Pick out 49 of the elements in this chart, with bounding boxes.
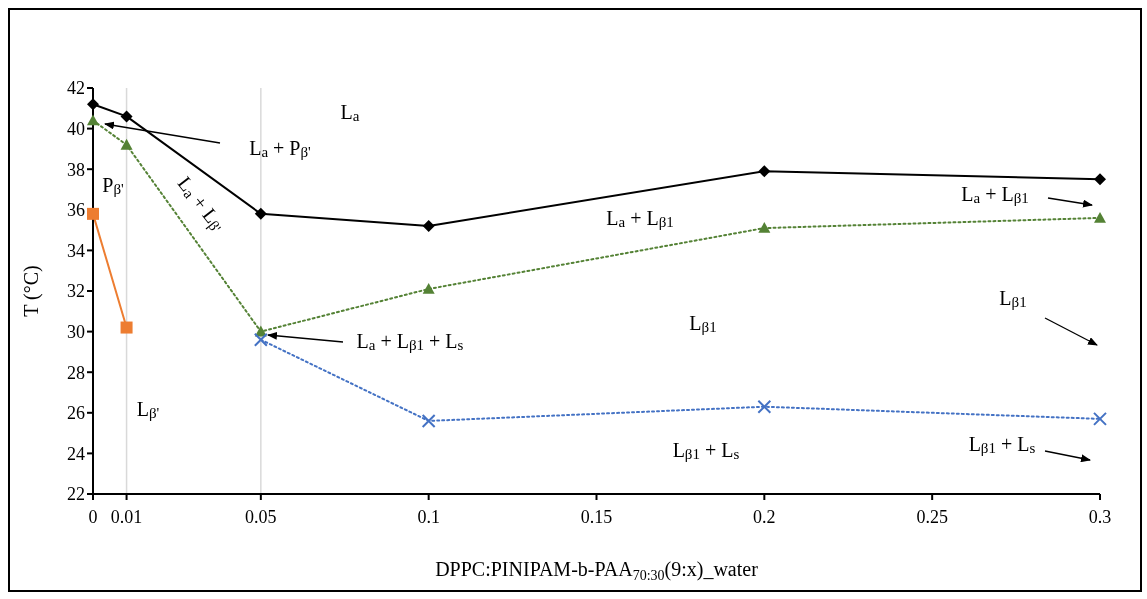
y-tick-label: 38 — [67, 159, 85, 180]
y-tick-label: 34 — [67, 240, 85, 261]
annotation: L$_{β1}$ — [689, 311, 717, 336]
annotation: L$_{β1}$ + L$_{s}$ — [968, 432, 1036, 457]
x-tick-label: 0.15 — [580, 506, 613, 527]
annotation: L$_{β'}$ — [136, 397, 160, 422]
annotation: L$_{a}$ + P$_{β'}$ — [249, 136, 312, 161]
annotation: L$_{a}$ + L$_{β1}$ — [606, 206, 674, 231]
x-tick-label: 0.05 — [245, 506, 277, 527]
point — [120, 321, 133, 334]
x-tick-label: 0 — [88, 506, 98, 527]
point — [758, 165, 771, 178]
x-tick-label: 0.1 — [417, 506, 440, 527]
y-tick-label: 40 — [67, 118, 85, 139]
y-axis-title: T (°C) — [20, 265, 44, 317]
y-tick-label: 36 — [67, 200, 85, 221]
point — [87, 98, 99, 111]
y-tick-label: 24 — [67, 443, 85, 464]
annotation: L$_{a}$ — [340, 100, 360, 125]
y-tick-label: 22 — [67, 484, 85, 505]
point — [1093, 411, 1107, 426]
annotation: L$_{β1}$ + L$_{s}$ — [672, 438, 740, 463]
point — [253, 332, 268, 347]
point — [422, 220, 435, 233]
point — [87, 114, 99, 126]
point — [421, 413, 436, 428]
y-tick-label: 32 — [67, 281, 85, 302]
point — [758, 222, 771, 233]
x-tick-label: 0.2 — [753, 506, 776, 527]
point — [422, 282, 435, 294]
annotation: P$_{β'}$ — [102, 173, 125, 198]
x-tick-label: 0.25 — [916, 506, 948, 527]
y-tick-label: 28 — [67, 362, 85, 383]
point — [254, 207, 267, 220]
y-tick-label: 42 — [67, 78, 85, 99]
point — [87, 207, 99, 220]
annotation: L$_{a}$ + L$_{β1}$ — [961, 182, 1029, 207]
point — [120, 138, 133, 150]
point — [1094, 173, 1106, 186]
x-tick-label: 0.01 — [110, 506, 143, 527]
x-tick-label: 0.3 — [1088, 506, 1112, 527]
point — [120, 110, 133, 123]
point — [757, 399, 772, 414]
x-axis-title: DPPC:PINIPAM-b-PAA$_{70:30}$(9:x)_water — [435, 558, 759, 583]
annotation: L$_{a}$ + L$_{β1}$ + L$_{s}$ — [356, 329, 464, 354]
y-tick-label: 26 — [67, 403, 85, 424]
y-tick-label: 30 — [67, 321, 85, 342]
point — [1094, 211, 1106, 223]
annotation: L$_{β1}$ — [999, 286, 1027, 311]
